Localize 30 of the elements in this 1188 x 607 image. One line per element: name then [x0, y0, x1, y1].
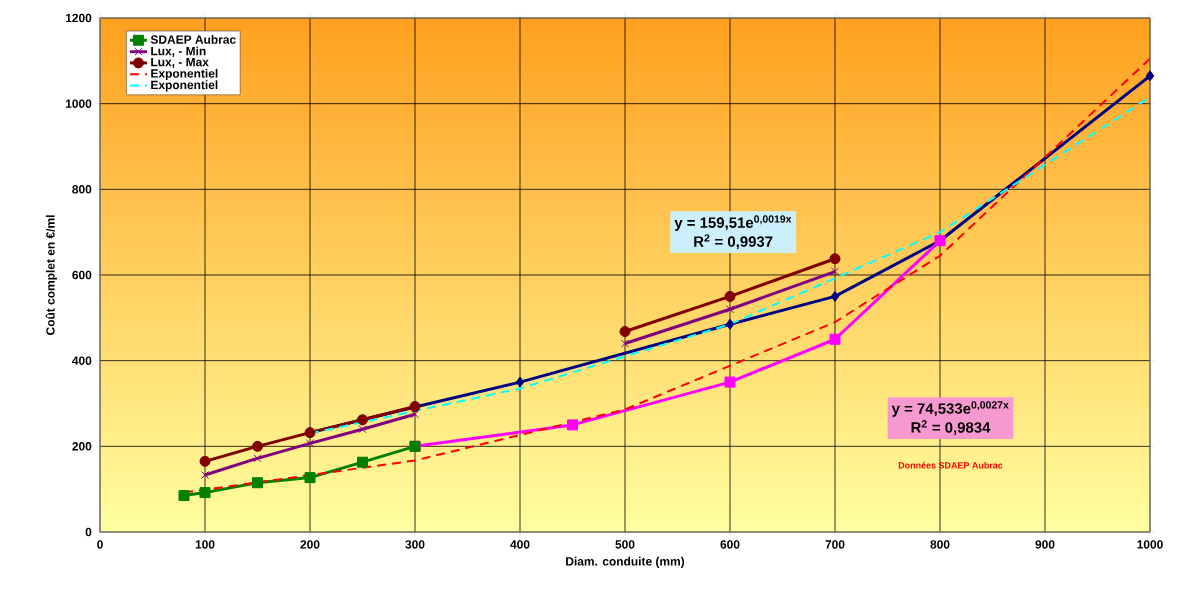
x-axis-title: Diam. conduite (mm) [566, 556, 685, 568]
annotation: y = 74,533e$^{0,0027x}$ [891, 401, 1009, 417]
x-tick-label: 200 [300, 540, 320, 549]
x-tick-label: 100 [195, 540, 215, 549]
x-tick-label: 900 [1035, 540, 1055, 549]
y-tick-label: 800 [72, 185, 92, 194]
annotation: y = 159,51e$^{0,0019x}$ [674, 215, 792, 231]
x-tick-label: 700 [825, 540, 845, 549]
legend-label: Exponentiel [151, 68, 218, 81]
legend-label: SDAEP Aubrac [150, 35, 236, 44]
x-tick-label: 800 [930, 540, 950, 549]
annotation: R$^{2}$ = 0,9834 [911, 420, 991, 435]
legend-label: Lux, - Min [151, 46, 206, 57]
legend-label: Lux, - Max [151, 57, 209, 68]
annotation: R$^{2}$ = 0,9937 [694, 234, 773, 250]
legend-label: Exponentiel [151, 80, 218, 92]
y-tick-label: 200 [72, 442, 92, 451]
y-tick-label: 400 [72, 356, 92, 365]
x-tick-label: 1000 [1137, 540, 1163, 549]
x-tick-label: 0 [97, 540, 103, 549]
x-tick-label: 500 [615, 540, 635, 549]
x-tick-label: 600 [720, 540, 740, 549]
y-tick-label: 0 [85, 527, 92, 537]
x-tick-label: 300 [405, 540, 425, 549]
x-tick-label: 400 [510, 540, 530, 549]
annotation: Données SDAEP Aubrac [898, 461, 1003, 469]
y-tick-label: 600 [72, 270, 92, 280]
y-tick-label: 1200 [65, 13, 92, 23]
y-axis-title: Coût complet en €/ml [45, 215, 58, 335]
y-tick-label: 1000 [65, 99, 92, 108]
